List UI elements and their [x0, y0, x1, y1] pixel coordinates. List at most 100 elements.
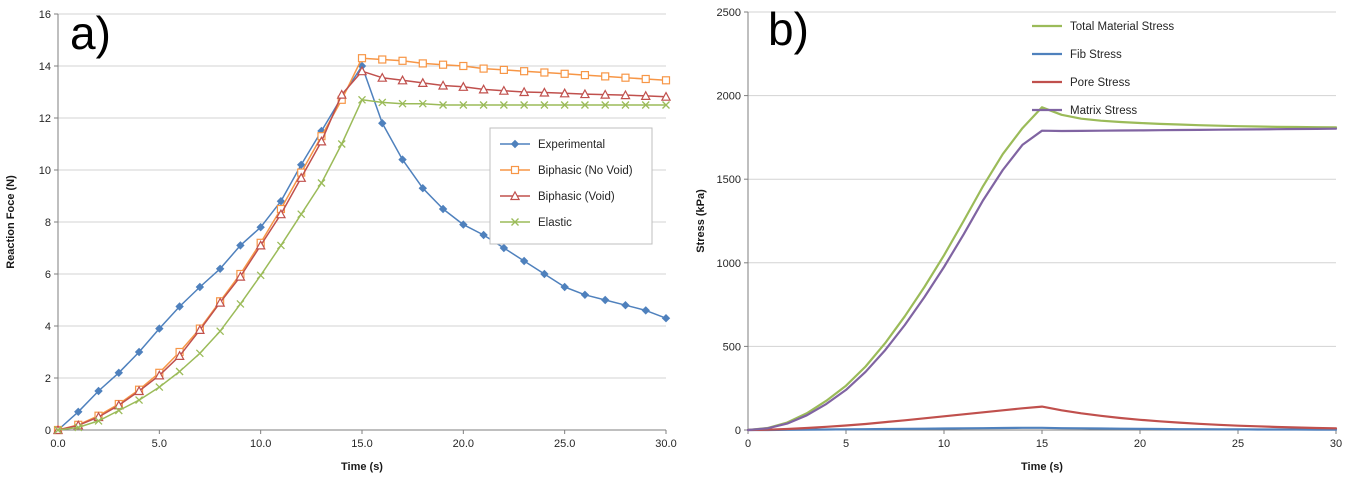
marker-square [510, 165, 520, 175]
marker-square [459, 61, 468, 71]
marker-square [580, 70, 590, 80]
marker-diamond [175, 302, 184, 311]
marker-x [74, 423, 83, 432]
marker-diamond [215, 264, 225, 274]
marker-diamond [418, 183, 428, 193]
series-line-experimental [57, 65, 667, 431]
panel-label-a: a) [70, 7, 111, 59]
series-line-fib-stress [746, 426, 1338, 432]
x-tick-label: 5 [843, 438, 849, 450]
marker-triangle [316, 136, 327, 146]
marker-square [438, 60, 448, 69]
marker-x [560, 101, 569, 109]
y-tick-label: 12 [39, 113, 51, 125]
marker-triangle [377, 72, 388, 82]
marker-triangle [154, 370, 165, 380]
marker-square [418, 59, 427, 68]
marker-square [601, 72, 610, 81]
marker-triangle [397, 74, 408, 85]
marker-triangle [579, 88, 591, 99]
marker-diamond [195, 282, 205, 292]
y-tick-label: 1000 [717, 258, 741, 270]
marker-diamond [155, 324, 164, 333]
marker-triangle [194, 324, 205, 334]
marker-square [357, 54, 367, 63]
x-tick-label: 25 [1232, 438, 1244, 450]
marker-diamond [236, 241, 245, 250]
x-tick-label: 10.0 [250, 438, 271, 450]
marker-diamond [134, 347, 144, 357]
legend-label: Total Material Stress [1070, 21, 1174, 33]
marker-diamond [94, 386, 103, 396]
y-axis-title: Reaction Foce (N) [5, 175, 17, 269]
marker-diamond [378, 118, 387, 128]
marker-diamond [641, 306, 650, 315]
marker-x [216, 327, 225, 336]
marker-triangle [174, 350, 185, 360]
marker-x [195, 349, 204, 358]
marker-square [661, 76, 671, 85]
marker-x [236, 299, 245, 308]
marker-diamond [398, 155, 407, 164]
marker-triangle [519, 86, 530, 97]
y-tick-label: 2000 [717, 91, 741, 103]
marker-triangle [498, 85, 509, 95]
plot-area: 0 5 10 15 20 25 30 0 500 1000 1500 2000 2500 Time (s)… [695, 7, 1342, 473]
marker-triangle [133, 385, 145, 396]
marker-x [358, 95, 366, 104]
legend-label: Experimental [538, 139, 605, 151]
marker-x [479, 101, 488, 109]
marker-diamond [479, 230, 488, 240]
marker-x [297, 210, 306, 219]
legend-label: Biphasic (Void) [538, 191, 615, 203]
marker-triangle [660, 91, 672, 101]
marker-diamond [74, 407, 83, 417]
series-line-biphasic-void- [57, 70, 667, 431]
marker-diamond [256, 222, 265, 232]
marker-x [398, 99, 407, 108]
x-tick-label: 20 [1134, 438, 1146, 450]
y-tick-label: 1500 [717, 174, 741, 186]
marker-triangle [215, 297, 226, 307]
marker-triangle [640, 90, 651, 100]
marker-triangle [600, 89, 611, 99]
marker-x [641, 101, 650, 109]
y-tick-label: 2500 [717, 7, 741, 19]
marker-triangle [478, 84, 489, 94]
marker-diamond [560, 282, 569, 292]
x-tick-label: 10 [938, 438, 950, 450]
marker-x [94, 416, 103, 425]
marker-x [540, 101, 549, 109]
y-axis-title: Stress (kPa) [695, 189, 707, 253]
marker-triangle [113, 399, 124, 410]
marker-triangle [458, 81, 469, 91]
marker-diamond [499, 243, 509, 253]
y-tick-label: 2 [45, 373, 51, 385]
x-tick-label: 0 [745, 438, 751, 450]
marker-x [662, 101, 670, 109]
y-tick-label: 16 [39, 9, 51, 21]
marker-triangle [356, 65, 368, 76]
marker-diamond [540, 269, 549, 279]
marker-x [114, 406, 123, 415]
chart-a-svg: 0.0 5.0 10.0 15.0 20.0 25.0 30.0 0 2 4 6 8 10 12 14 16 T… [5, 9, 677, 473]
marker-x [621, 101, 630, 109]
x-tick-label: 25.0 [554, 438, 575, 450]
marker-x [175, 367, 184, 376]
marker-x [155, 383, 164, 392]
marker-diamond [519, 256, 529, 266]
marker-diamond [438, 204, 448, 214]
marker-triangle [255, 240, 266, 250]
marker-diamond [276, 196, 286, 206]
y-tick-label: 0 [735, 425, 741, 437]
x-tick-label: 15.0 [351, 438, 372, 450]
marker-x [580, 101, 589, 109]
x-tick-label: 15 [1036, 438, 1048, 450]
marker-x [439, 101, 448, 109]
marker-x [520, 101, 529, 109]
chart-panel-a: a) 0.0 5.0 10.0 15.0 20.0 25.0 30.0 0 2 4 6 8 10 12 14… [5, 7, 677, 473]
x-axis-title: Time (s) [1021, 461, 1063, 473]
legend-label: Matrix Stress [1070, 105, 1137, 117]
x-axis-title: Time (s) [341, 461, 383, 473]
y-tick-label: 14 [39, 61, 51, 73]
